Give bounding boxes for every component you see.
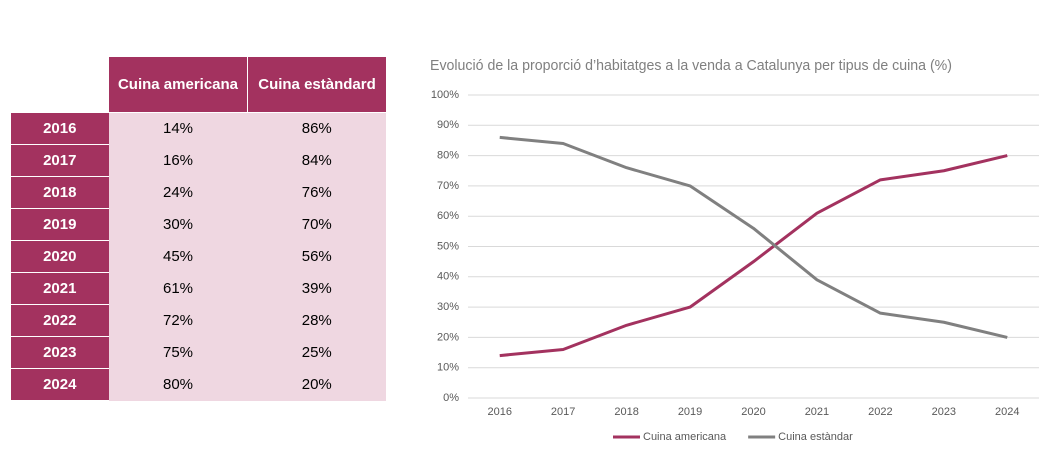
table-row: 2024 80% 20%	[10, 368, 386, 401]
series-line	[499, 154, 1008, 358]
table-cell: 75%	[108, 336, 248, 369]
y-tick-label: 80%	[437, 150, 459, 162]
x-tick-label: 2021	[805, 406, 829, 418]
x-tick-label: 2019	[678, 406, 702, 418]
table-cell: 72%	[108, 304, 248, 337]
table-row: 2017 16% 84%	[10, 144, 386, 177]
table-cell: 14%	[108, 112, 248, 145]
header-row: Cuina americana Cuina estàndard	[10, 57, 386, 113]
y-tick-label: 20%	[437, 331, 459, 343]
y-tick-label: 10%	[437, 362, 459, 374]
y-tick-label: 100%	[431, 89, 459, 101]
row-header: 2024	[10, 368, 109, 401]
row-header: 2016	[10, 112, 109, 145]
table-row: 2016 14% 86%	[10, 112, 386, 145]
table-cell: 84%	[247, 144, 386, 177]
table-cell: 76%	[247, 176, 386, 209]
table-cell: 16%	[108, 144, 248, 177]
legend-label: Cuina estàndar	[778, 431, 853, 443]
table-cell: 56%	[247, 240, 386, 273]
y-tick-label: 40%	[437, 271, 459, 283]
table-row: 2023 75% 25%	[10, 336, 386, 369]
y-tick-label: 50%	[437, 240, 459, 252]
x-tick-label: 2022	[868, 406, 892, 418]
table-cell: 30%	[108, 208, 248, 241]
x-tick-label: 2024	[995, 406, 1019, 418]
table-cell: 20%	[247, 368, 386, 401]
x-tick-label: 2016	[487, 406, 511, 418]
row-header: 2023	[10, 336, 109, 369]
legend-label: Cuina americana	[643, 431, 727, 443]
y-tick-label: 0%	[443, 392, 459, 404]
column-header: Cuina estàndard	[247, 57, 386, 113]
table-row: 2021 61% 39%	[10, 272, 386, 305]
row-header: 2017	[10, 144, 109, 177]
x-tick-label: 2023	[932, 406, 956, 418]
table-row: 2020 45% 56%	[10, 240, 386, 273]
table-cell: 70%	[247, 208, 386, 241]
table-cell: 80%	[108, 368, 248, 401]
column-header: Cuina americana	[108, 57, 248, 113]
table-row: 2022 72% 28%	[10, 304, 386, 337]
table-cell: 45%	[108, 240, 248, 273]
data-table: Cuina americana Cuina estàndard 2016 14% 86%…	[10, 57, 386, 401]
y-tick-label: 60%	[437, 210, 459, 222]
y-tick-label: 70%	[437, 180, 459, 192]
table-cell: 25%	[247, 336, 386, 369]
row-header: 2022	[10, 304, 109, 337]
table-cell: 61%	[108, 272, 248, 305]
x-tick-label: 2018	[614, 406, 638, 418]
row-header: 2021	[10, 272, 109, 305]
x-tick-label: 2020	[741, 406, 765, 418]
chart-title: Evolució de la proporció d’habitatges a …	[430, 57, 952, 74]
y-tick-label: 30%	[437, 301, 459, 313]
table-row: 2018 24% 76%	[10, 176, 386, 209]
corner-cell	[10, 57, 109, 113]
row-header: 2019	[10, 208, 109, 241]
y-tick-label: 90%	[437, 119, 459, 131]
row-header: 2020	[10, 240, 109, 273]
x-tick-label: 2017	[551, 406, 575, 418]
table-cell: 24%	[108, 176, 248, 209]
row-header: 2018	[10, 176, 109, 209]
series-line	[499, 135, 1008, 339]
table-cell: 28%	[247, 304, 386, 337]
table-row: 2019 30% 70%	[10, 208, 386, 241]
table-cell: 39%	[247, 272, 386, 305]
table-cell: 86%	[247, 112, 386, 145]
